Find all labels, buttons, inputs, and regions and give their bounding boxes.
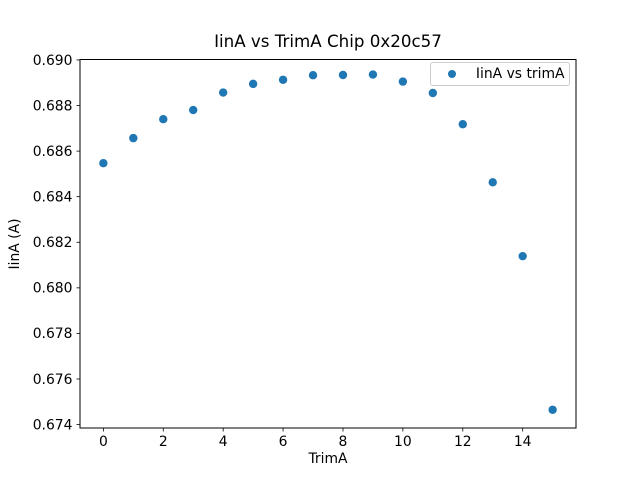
x-tick-label: 2 — [159, 434, 168, 450]
y-tick-label: 0.676 — [33, 372, 73, 388]
data-point — [368, 70, 378, 79]
data-point — [189, 105, 198, 115]
x-tick-label: 14 — [514, 434, 532, 450]
data-point — [398, 77, 408, 86]
data-point — [338, 70, 348, 80]
x-tick-label: 10 — [394, 434, 412, 450]
data-point — [458, 120, 467, 129]
data-point — [428, 88, 438, 98]
data-point — [99, 158, 108, 168]
x-axis-label: TrimA — [308, 451, 348, 467]
x-tick-label: 6 — [279, 434, 288, 450]
y-tick-label: 0.688 — [33, 98, 73, 114]
data-point — [488, 178, 497, 187]
y-tick-label: 0.680 — [33, 281, 73, 297]
y-tick-label: 0.674 — [33, 417, 73, 433]
y-tick-label: 0.682 — [33, 235, 73, 251]
data-point — [278, 75, 288, 84]
x-tick-label: 8 — [339, 434, 348, 450]
y-tick-label: 0.678 — [33, 326, 73, 342]
data-point — [248, 79, 258, 89]
data-point — [548, 405, 557, 414]
legend-box: IinA vs trimA — [430, 61, 570, 86]
chart-title: IinA vs TrimA Chip 0x20c57 — [214, 31, 442, 51]
x-tick-label: 12 — [454, 434, 472, 450]
data-point — [218, 88, 228, 97]
x-tick-label: 4 — [219, 434, 228, 450]
legend-entry-label: IinA vs trimA — [475, 65, 565, 82]
y-tick-label: 0.684 — [33, 189, 73, 205]
data-point — [308, 71, 318, 80]
y-tick-label: 0.690 — [33, 53, 73, 69]
data-point — [159, 115, 168, 124]
data-point — [129, 133, 138, 143]
legend-marker-icon — [447, 69, 456, 78]
y-axis-label: IinA (A) — [7, 218, 23, 270]
x-tick-label: 0 — [99, 434, 108, 450]
y-tick-label: 0.686 — [33, 144, 73, 160]
plot-frame — [79, 59, 577, 429]
data-point — [518, 251, 527, 261]
